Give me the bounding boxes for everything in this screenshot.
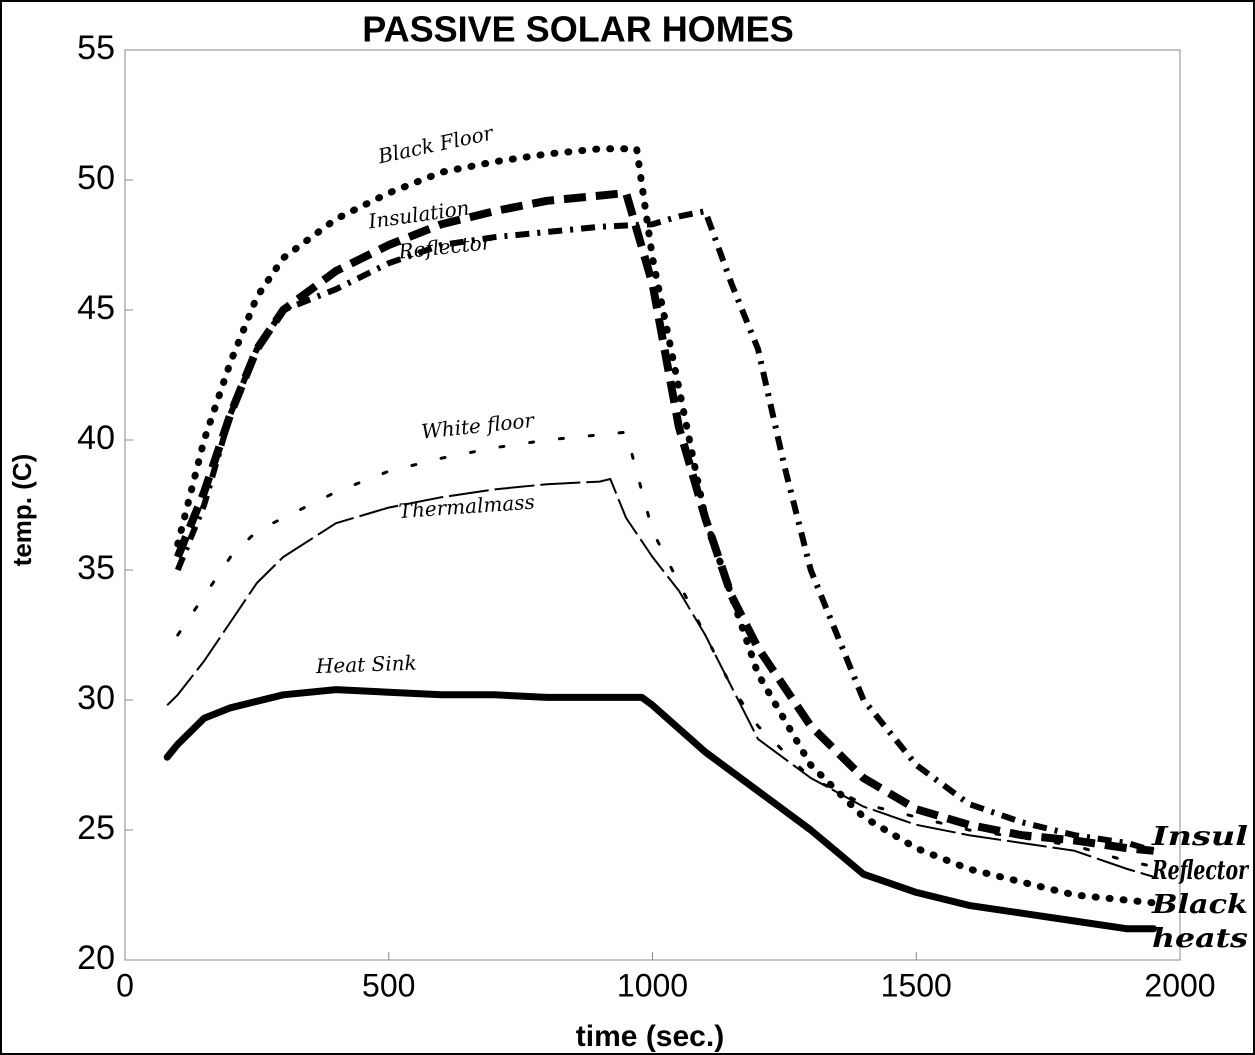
x-tick-label: 1000 [617,967,688,1003]
x-tick-label: 0 [116,967,134,1003]
series-line [174,208,1155,854]
chart-title: PASSIVE SOLAR HOMES [362,9,793,50]
series-line [176,430,1156,868]
y-axis-label: temp. (C) [7,454,37,567]
end-annotation: heats [1152,924,1248,954]
end-annotation: Reflector [1151,856,1249,886]
series-label: White floor [420,408,536,444]
y-tick-label: 55 [77,29,115,67]
y-tick-label: 40 [77,419,115,457]
plot-area [124,49,1181,961]
y-tick-label: 35 [77,549,115,587]
y-tick-label: 45 [77,289,115,327]
series-line [166,478,1154,878]
x-axis-label: time (sec.) [576,1020,724,1053]
series-label: Thermalmass [398,490,536,523]
y-tick-label: 30 [77,679,115,717]
x-tick-label: 2000 [1144,967,1215,1003]
y-tick-label: 25 [77,809,115,847]
series-label: Black Floor [375,120,496,168]
series-label: Heat Sink [315,651,417,679]
end-annotation: Black [1151,890,1248,920]
series-line [174,145,1158,907]
end-annotation: Insul [1151,822,1248,852]
series-line [174,189,1155,855]
series-line [163,686,1158,933]
series-label: Insulation [366,195,471,233]
x-tick-label: 500 [362,967,415,1003]
y-tick-label: 20 [77,939,115,977]
y-tick-label: 50 [77,159,115,197]
x-tick-label: 1500 [881,967,952,1003]
